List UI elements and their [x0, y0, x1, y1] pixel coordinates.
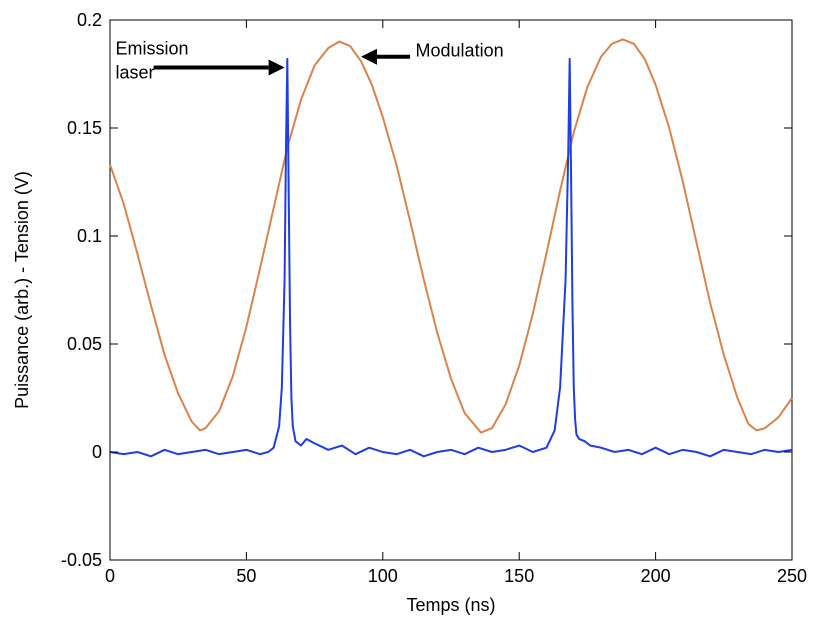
y-tick-label: -0.05	[61, 550, 102, 570]
x-tick-label: 150	[504, 566, 534, 586]
plot-area	[109, 19, 793, 561]
x-tick-label: 100	[368, 566, 398, 586]
y-axis-label: Puissance (arb.) - Tension (V)	[12, 171, 32, 409]
x-tick-label: 200	[641, 566, 671, 586]
x-tick-label: 0	[105, 566, 115, 586]
annotation-1: Emission laser	[115, 39, 285, 83]
y-tick-label: 0.2	[77, 10, 102, 30]
annotation-text: Modulation	[416, 41, 504, 61]
annotation-arrow-head	[360, 48, 377, 65]
annotation-layer: Emission laser Modulation	[115, 39, 503, 83]
series-line-2	[109, 57, 793, 458]
annotation-text: Emission laser	[115, 39, 188, 83]
y-tick-label: 0.1	[77, 226, 102, 246]
series-layer	[109, 38, 793, 458]
y-tick-label: 0.05	[67, 334, 102, 354]
x-tick-label: 250	[777, 566, 807, 586]
y-tick-label: 0.15	[67, 118, 102, 138]
y-tick-label: 0	[92, 442, 102, 462]
x-tick-label: 50	[236, 566, 256, 586]
annotation-arrow-head	[268, 59, 285, 76]
annotation-2: Modulation	[360, 41, 504, 65]
x-axis-label: Temps (ns)	[406, 595, 495, 615]
series-line-1	[109, 38, 793, 434]
